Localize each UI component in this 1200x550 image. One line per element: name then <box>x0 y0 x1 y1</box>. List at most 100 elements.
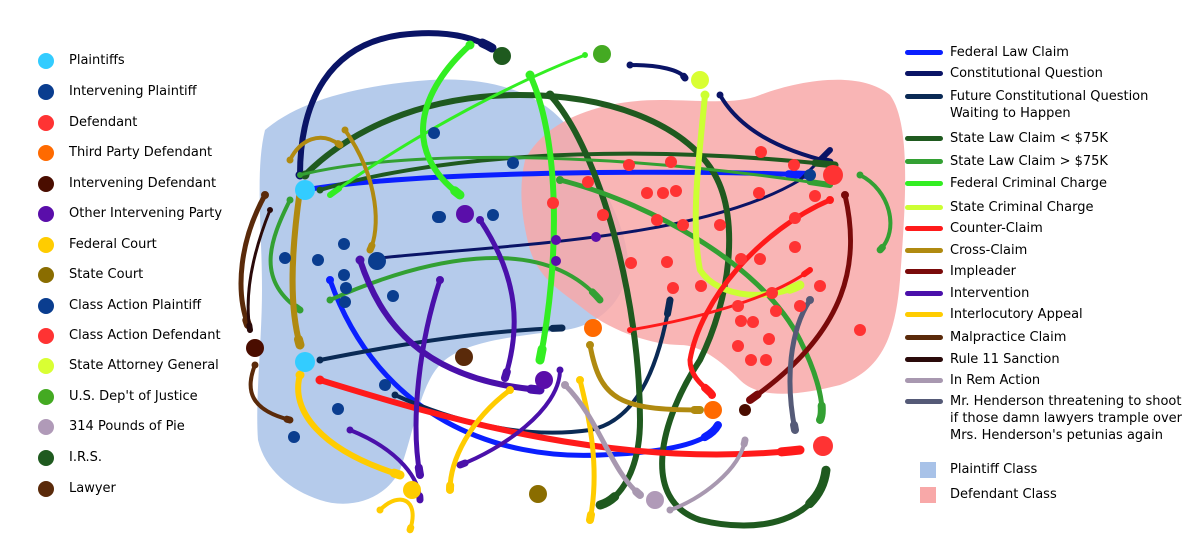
node-class-action-defendant <box>754 253 766 265</box>
legend-box <box>920 462 936 478</box>
edge-fed-criminal <box>418 40 475 200</box>
edge-state-lt <box>545 90 645 510</box>
legend-label: Plaintiff Class <box>950 462 1038 477</box>
legend-label: Federal Law Claim <box>950 45 1069 60</box>
legend-label: Intervening Defendant <box>69 176 217 191</box>
edge-rule11 <box>245 207 273 333</box>
node-class-action-defendant <box>788 159 800 171</box>
node-class-action-defendant <box>809 190 821 202</box>
legend-dot <box>38 450 54 466</box>
node-class-action-defendant <box>582 176 594 188</box>
node-defendant <box>813 436 833 456</box>
legend-dot <box>38 176 54 192</box>
edge-henderson <box>786 296 814 434</box>
legend-swatch <box>905 181 943 186</box>
edge-intervention <box>412 276 444 479</box>
node-class-action-plaintiff <box>340 282 352 294</box>
node-intervening-plaintiff <box>804 169 816 181</box>
legend-label: Defendant <box>69 115 138 130</box>
legend-swatch <box>905 50 943 55</box>
legend-swatch <box>905 291 943 296</box>
legend-label: U.S. Dep't of Justice <box>69 389 198 404</box>
legend-swatch <box>905 248 943 253</box>
legend-label: State Attorney General <box>69 358 219 373</box>
edge-in-rem <box>666 436 749 514</box>
node-other-intervening <box>456 205 474 223</box>
node-plaintiff <box>295 352 315 372</box>
legend-label: Other Intervening Party <box>69 206 223 221</box>
node-class-action-defendant <box>670 185 682 197</box>
legend-swatch <box>905 71 943 76</box>
node-class-action-defendant <box>651 214 663 226</box>
node-class-action-defendant <box>789 241 801 253</box>
node-class-action-defendant <box>732 340 744 352</box>
legend-box <box>920 487 936 503</box>
node-doj <box>593 45 611 63</box>
node-class-action-defendant <box>789 212 801 224</box>
legend-label: Impleader <box>950 264 1016 279</box>
legend-label: Lawyer <box>69 481 116 496</box>
node-class-action-plaintiff <box>338 269 350 281</box>
legend-dot <box>38 328 54 344</box>
legend-dot <box>38 84 54 100</box>
legend-label: I.R.S. <box>69 450 103 465</box>
legend-dot <box>38 358 54 374</box>
node-class-action-plaintiff <box>312 254 324 266</box>
legend-label: State Law Claim > $75K <box>950 154 1108 169</box>
legend-dot <box>38 298 54 314</box>
legend-label: Rule 11 Sanction <box>950 352 1060 367</box>
node-other-intervening <box>551 256 561 266</box>
legend-swatch <box>905 269 943 274</box>
edge-federal-law <box>326 276 722 460</box>
node-lawyer <box>455 348 473 366</box>
node-class-action-defendant <box>763 333 775 345</box>
edge-counter <box>315 375 805 460</box>
edge-state-gt <box>297 154 833 188</box>
node-class-action-defendant <box>597 209 609 221</box>
edge-constitutional <box>377 147 833 261</box>
edge-cross <box>286 134 344 164</box>
node-other-intervening <box>551 235 561 245</box>
node-class-action-defendant <box>814 280 826 292</box>
edge-future-constitutional <box>316 324 566 364</box>
legend-dot <box>38 481 54 497</box>
legend-label: Future Constitutional Question Waiting to… <box>950 89 1149 121</box>
node-class-action-defendant <box>547 197 559 209</box>
legend-swatch <box>905 399 943 404</box>
edge-malpractice <box>247 361 294 424</box>
node-class-action-defendant <box>755 146 767 158</box>
edge-cross <box>586 341 704 414</box>
node-class-action-defendant <box>657 187 669 199</box>
node-third-party-defendant <box>704 401 722 419</box>
edge-counter <box>627 267 813 333</box>
node-class-action-plaintiff <box>434 211 446 223</box>
edge-state-gt <box>856 171 894 254</box>
edge-cross <box>341 126 380 254</box>
legend-dot <box>38 145 54 161</box>
edges-layer <box>237 28 894 534</box>
node-class-action-plaintiff <box>487 209 499 221</box>
legend-label: State Court <box>69 267 144 282</box>
node-pie <box>646 491 664 509</box>
legend-label: Constitutional Question <box>950 66 1103 81</box>
legend-label: State Criminal Charge <box>950 200 1094 215</box>
edge-malpractice <box>237 191 269 329</box>
legend-swatch <box>905 94 943 99</box>
edge-state-gt <box>267 196 304 314</box>
node-plaintiff <box>295 180 315 200</box>
node-class-action-defendant <box>794 300 806 312</box>
legend-swatch <box>905 159 943 164</box>
node-class-action-defendant <box>766 287 778 299</box>
node-other-intervening <box>535 371 553 389</box>
node-class-action-plaintiff <box>338 238 350 250</box>
edge-interlocutory <box>293 370 405 480</box>
edge-constitutional <box>295 28 497 180</box>
node-class-action-defendant <box>753 187 765 199</box>
edge-in-rem <box>561 381 644 499</box>
node-class-action-defendant <box>747 316 759 328</box>
legend-swatch <box>905 312 943 317</box>
legend-dot <box>38 115 54 131</box>
legend-label: Malpractice Claim <box>950 330 1067 345</box>
node-class-action-plaintiff <box>507 157 519 169</box>
